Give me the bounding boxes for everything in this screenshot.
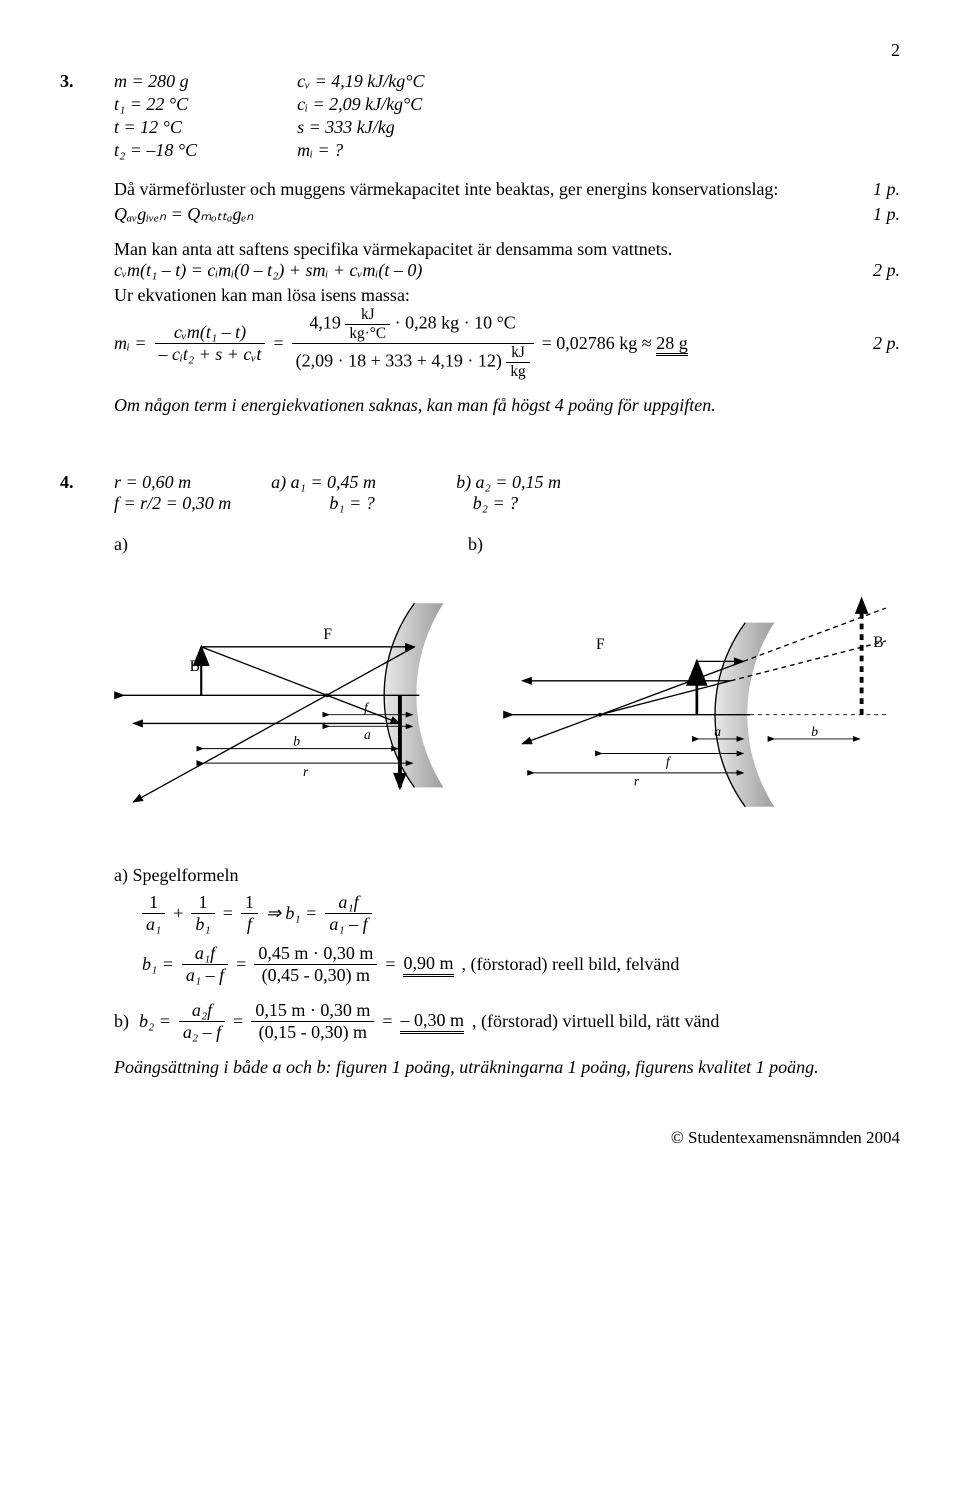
given-item: r = 0,60 m: [114, 472, 191, 493]
p4-diagrams: B F f a b r: [114, 575, 900, 835]
p3-given-right: cᵥ = 4,19 kJ/kg°C cᵢ = 2,09 kJ/kg°C s = …: [297, 71, 424, 163]
given-item: m = 280 g: [114, 71, 197, 92]
given-item: t₁ = 22 °C: [114, 94, 197, 115]
problem-3-number: 3.: [60, 71, 90, 163]
p4-b-label: b): [468, 534, 483, 555]
given-item: b) a₂ = 0,15 m: [456, 472, 561, 493]
p4-a-label: a): [114, 534, 128, 555]
p3-eq-2: cᵥm(t₁ – t) = cᵢmᵢ(0 – t₂) + smᵢ + cᵥmᵢ(…: [114, 260, 850, 281]
svg-text:a: a: [364, 727, 371, 742]
svg-text:F: F: [323, 626, 332, 643]
svg-text:f: f: [364, 700, 370, 715]
svg-text:B: B: [873, 634, 883, 651]
given-item: b₁ = ?: [311, 493, 374, 514]
problem-4: 4. r = 0,60 m a) a₁ = 0,45 m b) a₂ = 0,1…: [60, 472, 900, 514]
diagram-b: F B a b f r: [503, 575, 900, 835]
p3-text-2: Man kan anta att saftens specifika värme…: [114, 239, 900, 260]
p3-text-3: Ur ekvationen kan man lösa isens massa:: [114, 285, 900, 306]
diagram-a: B F f a b r: [114, 575, 473, 835]
eq-lhs: mᵢ =: [114, 333, 147, 354]
given-item: cᵥ = 4,19 kJ/kg°C: [297, 71, 424, 92]
soln-a-title: a) Spegelformeln: [114, 865, 900, 886]
points: 1 p.: [850, 179, 900, 200]
svg-text:f: f: [665, 754, 671, 769]
given-item: f = r/2 = 0,30 m: [114, 493, 231, 514]
frac-num: 4,19 kJ kg·°C · 0,28 kg · 10 °C: [292, 306, 534, 344]
given-item: t₂ = –18 °C: [114, 140, 197, 161]
footer-copyright: © Studentexamensnämnden 2004: [60, 1128, 900, 1148]
p4-grading-note: Poängsättning i både a och b: figuren 1 …: [114, 1057, 819, 1077]
p3-note: Om någon term i energiekvationen saknas,…: [114, 395, 716, 415]
p3-given-left: m = 280 g t₁ = 22 °C t = 12 °C t₂ = –18 …: [114, 71, 197, 163]
svg-text:r: r: [633, 773, 639, 788]
points: 2 p.: [850, 333, 900, 354]
svg-text:b: b: [293, 734, 300, 749]
soln-b-title: b): [114, 1011, 129, 1032]
svg-text:F: F: [596, 636, 605, 653]
points: 2 p.: [850, 260, 900, 281]
points: 1 p.: [850, 204, 900, 225]
p3-eq-1: Qₐᵥgᵢᵥₑₙ = Qₘₒₜₜₐgₑₙ: [114, 204, 850, 225]
given-item: mᵢ = ?: [297, 140, 424, 161]
eq-result: = 0,02786 kg ≈ 28 g: [542, 333, 688, 354]
frac-den: – cᵢt₂ + s + cᵥt: [155, 344, 266, 365]
p4-solution-b: b) b₂ = a₂fa₂ – f = 0,15 m · 0,30 m(0,15…: [114, 1000, 900, 1043]
given-item: s = 333 kJ/kg: [297, 117, 424, 138]
svg-text:b: b: [811, 724, 818, 739]
p3-eq-3: mᵢ = cᵥm(t₁ – t) – cᵢt₂ + s + cᵥt = 4,19…: [114, 306, 900, 381]
p3-text-1: Då värmeförluster och muggens värmekapac…: [114, 179, 850, 200]
given-item: a) a₁ = 0,45 m: [271, 472, 376, 493]
svg-text:r: r: [303, 764, 309, 779]
svg-text:B: B: [190, 658, 200, 675]
problem-4-number: 4.: [60, 472, 90, 514]
given-item: b₂ = ?: [455, 493, 518, 514]
frac-den: (2,09 · 18 + 333 + 4,19 · 12) kJ kg: [292, 344, 534, 381]
svg-text:a: a: [714, 724, 721, 739]
problem-3: 3. m = 280 g t₁ = 22 °C t = 12 °C t₂ = –…: [60, 71, 900, 163]
page-number: 2: [60, 40, 900, 61]
p4-solution-a: a) Spegelformeln 1a₁ + 1b₁ = 1f ⇒ b₁ = a…: [114, 865, 900, 986]
given-item: t = 12 °C: [114, 117, 197, 138]
given-item: cᵢ = 2,09 kJ/kg°C: [297, 94, 424, 115]
frac-num: cᵥm(t₁ – t): [155, 322, 266, 344]
